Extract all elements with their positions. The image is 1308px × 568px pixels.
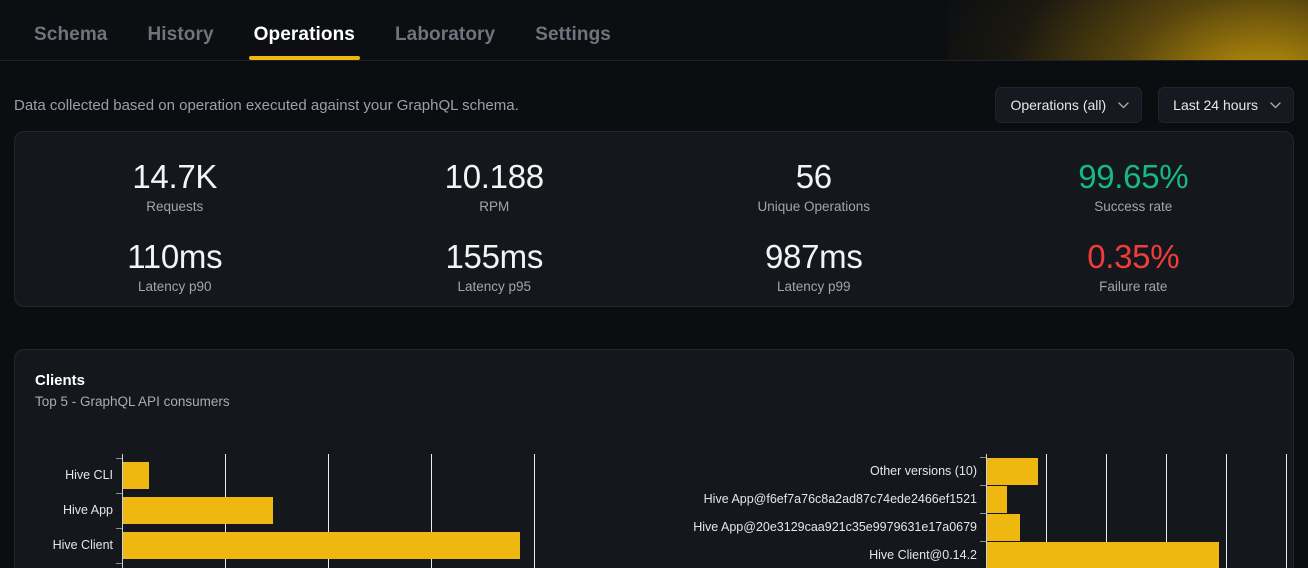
- time-range-label: Last 24 hours: [1173, 97, 1258, 113]
- clients-card: Clients Top 5 - GraphQL API consumers Hi…: [14, 349, 1294, 568]
- chart-gridline: [1106, 454, 1107, 568]
- chart-bar[interactable]: [123, 496, 274, 524]
- client-versions-bar-chart[interactable]: Other versions (10) Hive App@f6ef7a76c8a2…: [655, 449, 1293, 568]
- stat-latency-p90-value: 110ms: [127, 238, 223, 276]
- nav-tab-list: Schema History Operations Laboratory Set…: [14, 25, 631, 60]
- stat-success-rate: 99.65% Success rate: [974, 146, 1294, 226]
- stat-latency-p99-label: Latency p99: [776, 278, 851, 294]
- tab-operations[interactable]: Operations: [234, 25, 375, 60]
- stat-rpm-label: RPM: [479, 198, 510, 214]
- chart-gridline: [534, 454, 535, 568]
- stat-latency-p99-value: 987ms: [764, 238, 863, 276]
- stat-latency-p95: 155ms Latency p95: [335, 226, 655, 306]
- chart-axis-tick: [980, 541, 986, 542]
- chart-axis-tick: [980, 485, 986, 486]
- chart-gridline: [1166, 454, 1167, 568]
- stat-latency-p90-label: Latency p90: [137, 278, 212, 294]
- stat-success-rate-value: 99.65%: [1078, 158, 1189, 196]
- chart-category-label: Hive App@20e3129caa921c35e9979631e17a067…: [693, 520, 977, 534]
- chart-bar[interactable]: [123, 531, 520, 559]
- stat-unique-operations: 56 Unique Operations: [654, 146, 974, 226]
- chart-category-label: Other versions (10): [870, 464, 977, 478]
- chart-gridline: [1226, 454, 1227, 568]
- stat-failure-rate-value: 0.35%: [1087, 238, 1180, 276]
- chart-gridline: [328, 454, 329, 568]
- operations-filter-dropdown[interactable]: Operations (all): [995, 87, 1143, 123]
- stat-failure-rate-label: Failure rate: [1099, 278, 1168, 294]
- chart-y-axis: [122, 454, 123, 568]
- clients-card-subtitle: Top 5 - GraphQL API consumers: [35, 394, 230, 409]
- stat-rpm-value: 10.188: [444, 158, 544, 196]
- chart-gridline: [1286, 454, 1287, 568]
- stat-success-rate-label: Success rate: [1094, 198, 1173, 214]
- stat-unique-operations-label: Unique Operations: [757, 198, 871, 214]
- stat-requests-label: Requests: [146, 198, 204, 214]
- tab-settings-label: Settings: [535, 24, 611, 45]
- chevron-down-icon: [1270, 101, 1281, 109]
- clients-bar-chart-plot: Hive CLI Hive App Hive Client: [15, 449, 655, 568]
- chart-category-label: Hive App: [62, 503, 113, 517]
- tab-laboratory-label: Laboratory: [394, 24, 496, 45]
- filter-controls: Operations (all) Last 24 hours: [995, 87, 1294, 123]
- stat-requests: 14.7K Requests: [15, 146, 335, 226]
- chart-axis-tick: [116, 492, 122, 494]
- chart-axis-tick: [980, 457, 986, 458]
- chart-axis-tick: [980, 513, 986, 514]
- chart-axis-tick: [116, 527, 122, 529]
- chart-category-label: Hive Client: [52, 538, 113, 552]
- stat-latency-p90: 110ms Latency p90: [15, 226, 335, 306]
- tab-operations-label: Operations: [253, 24, 355, 45]
- tab-history-label: History: [147, 24, 214, 45]
- tab-schema-label: Schema: [34, 24, 108, 45]
- tab-history[interactable]: History: [127, 25, 233, 60]
- stat-latency-p99: 987ms Latency p99: [654, 226, 974, 306]
- chart-bar[interactable]: [987, 485, 1007, 513]
- tab-laboratory[interactable]: Laboratory: [375, 25, 515, 60]
- chart-gridline: [1046, 454, 1047, 568]
- clients-charts-area: Hive CLI Hive App Hive Client Other versio…: [15, 449, 1293, 568]
- stats-grid: 14.7K Requests 10.188 RPM 56 Unique Oper…: [15, 146, 1293, 306]
- chart-y-axis: [986, 454, 987, 568]
- chart-gridline: [431, 454, 432, 568]
- chevron-down-icon: [1118, 101, 1129, 109]
- stat-unique-operations-value: 56: [795, 158, 832, 196]
- chart-bar[interactable]: [123, 461, 149, 489]
- top-navigation-bar: Schema History Operations Laboratory Set…: [0, 0, 1308, 61]
- page-subtitle: Data collected based on operation execut…: [14, 96, 519, 114]
- chart-bar[interactable]: [987, 541, 1220, 568]
- amber-glow-decoration: [948, 0, 1308, 60]
- time-range-dropdown[interactable]: Last 24 hours: [1158, 87, 1294, 123]
- clients-card-title: Clients: [35, 372, 86, 389]
- page-header-row: Data collected based on operation execut…: [0, 61, 1308, 123]
- chart-category-label: Hive Client@0.14.2: [869, 548, 977, 562]
- chart-bar[interactable]: [987, 457, 1038, 485]
- chart-bar[interactable]: [987, 513, 1020, 541]
- tab-schema[interactable]: Schema: [14, 25, 127, 60]
- summary-stats-card: 14.7K Requests 10.188 RPM 56 Unique Oper…: [14, 131, 1294, 307]
- chart-category-label: Hive App@f6ef7a76c8a2ad87c74ede2466ef152…: [703, 492, 977, 506]
- stat-latency-p95-label: Latency p95: [457, 278, 532, 294]
- chart-axis-tick: [116, 562, 122, 564]
- client-versions-bar-chart-plot: Other versions (10) Hive App@f6ef7a76c8a2…: [655, 449, 1293, 568]
- stat-requests-value: 14.7K: [132, 158, 218, 196]
- clients-bar-chart[interactable]: Hive CLI Hive App Hive Client: [15, 449, 655, 568]
- chart-axis-tick: [116, 457, 122, 459]
- stat-latency-p95-value: 155ms: [445, 238, 544, 276]
- tab-settings[interactable]: Settings: [515, 25, 631, 60]
- stat-rpm: 10.188 RPM: [335, 146, 655, 226]
- stat-failure-rate: 0.35% Failure rate: [974, 226, 1294, 306]
- operations-filter-label: Operations (all): [1010, 97, 1107, 113]
- chart-category-label: Hive CLI: [65, 468, 113, 482]
